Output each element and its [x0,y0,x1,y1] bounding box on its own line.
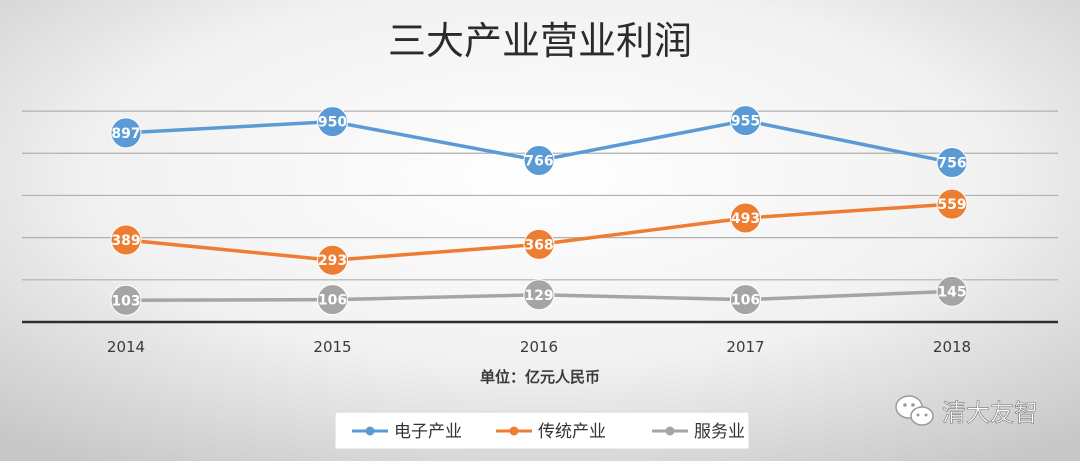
legend-item: 传统产业 [496,422,606,442]
data-label: 493 [731,211,760,227]
legend-marker [365,426,375,436]
data-point [730,105,761,137]
data-point [110,117,142,149]
data-label: 950 [318,115,347,131]
x-tick-label: 2017 [726,338,764,356]
data-label: 145 [937,284,966,300]
data-point [317,284,348,316]
legend-label: 电子产业 [394,422,462,442]
x-axis-label: 单位：亿元人民币 [480,368,600,386]
data-point [730,284,761,316]
x-tick-label: 2015 [313,338,351,356]
data-label: 106 [318,293,347,309]
x-tick-label: 2018 [933,338,971,356]
data-label: 106 [731,293,760,309]
legend-item: 电子产业 [352,422,462,442]
data-point [523,144,555,176]
data-label: 368 [524,237,553,253]
data-point [110,284,142,316]
series-group: 897 950 766 955 756 [110,105,968,179]
chart-title: 三大产业营业利润 [388,19,692,63]
data-point [317,244,348,276]
data-point [523,279,555,311]
legend-marker [509,426,519,436]
data-point [730,202,761,234]
data-label: 897 [111,126,140,142]
x-tick-label: 2014 [107,338,145,356]
data-point [523,228,555,260]
data-label: 389 [111,233,140,249]
data-label: 955 [731,114,760,130]
legend-marker [665,426,675,436]
watermark-text: 清大友智 [942,399,1038,427]
wechat-icon [895,395,934,426]
data-point [110,224,142,256]
x-tick-label: 2016 [520,338,558,356]
data-point [936,188,968,220]
legend: 电子产业 传统产业 服务业 [352,422,745,442]
data-point [936,275,968,307]
watermark: 清大友智 [895,395,1038,427]
x-tick-labels: 2014 2015 2016 2017 2018 [107,338,971,356]
series-group: 389 293 368 493 559 [110,188,968,276]
series-group: 103 106 129 106 145 [110,275,968,316]
legend-item: 服务业 [652,422,745,442]
data-label: 766 [524,153,553,169]
data-label: 559 [937,197,966,213]
data-label: 129 [524,288,553,304]
data-label: 756 [937,156,966,172]
data-point [936,147,968,179]
data-point [317,106,348,138]
data-label: 293 [318,253,347,269]
data-label: 103 [111,293,140,309]
legend-label: 传统产业 [538,422,606,442]
legend-label: 服务业 [694,422,745,442]
